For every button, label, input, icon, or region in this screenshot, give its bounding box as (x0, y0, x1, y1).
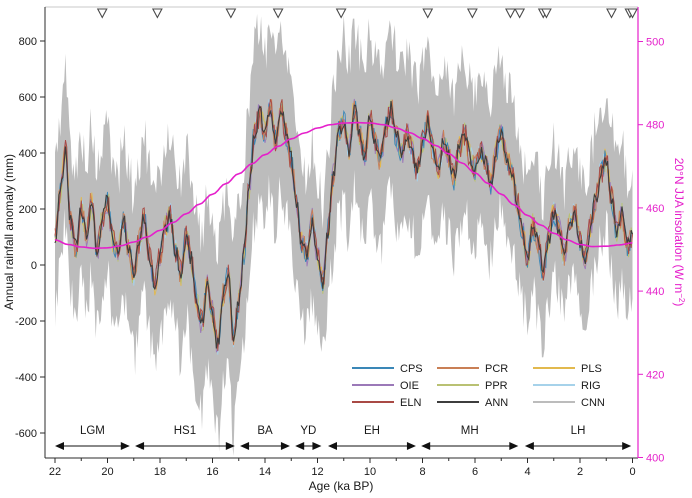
date-markers (96, 8, 638, 19)
triangle-down-marker-icon (151, 8, 163, 19)
legend: CPS OIE ELN PCR PPR ANN PLS RIG CNN (352, 363, 605, 409)
y-right-axis-title: 20°N JJA insolation (W m−2) (672, 158, 686, 307)
triangle-down-marker-icon (272, 8, 284, 19)
triangle-down-marker-icon (514, 8, 526, 19)
x-tick-label: 12 (311, 466, 323, 478)
y-right-tick-label: 460 (646, 203, 664, 215)
legend-label-ppr: PPR (485, 380, 508, 392)
x-tick-label: 4 (524, 466, 530, 478)
x-tick-label: 16 (206, 466, 218, 478)
y-left-tick-label: 200 (19, 204, 37, 216)
x-tick-label: 6 (472, 466, 478, 478)
period-label-lgm: LGM (80, 425, 105, 437)
x-tick-label: 10 (364, 466, 376, 478)
period-label-lh: LH (571, 425, 586, 437)
y-left-axis-title: Annual rainfall anomaly (mm) (2, 154, 16, 310)
legend-label-pls: PLS (581, 363, 602, 375)
x-tick-label: 0 (629, 466, 635, 478)
y-left-tick-label: 600 (19, 92, 37, 104)
triangle-down-marker-icon (96, 8, 108, 19)
triangle-down-marker-icon (606, 8, 617, 19)
y-left-tick-label: -200 (15, 316, 37, 328)
series-pcr (54, 99, 633, 346)
triangle-down-marker-icon (225, 8, 237, 19)
x-tick-label: 8 (419, 466, 425, 478)
legend-label-oie: OIE (400, 380, 419, 392)
x-tick-label: 2 (577, 466, 583, 478)
x-tick-label: 14 (259, 466, 271, 478)
triangle-down-marker-icon (627, 8, 638, 19)
insolation-line (54, 121, 633, 250)
period-label-yd: YD (300, 425, 316, 437)
period-label-mh: MH (461, 425, 479, 437)
y-left-tick-label: 0 (31, 260, 37, 272)
legend-label-cps: CPS (400, 363, 423, 375)
period-label-hs1: HS1 (174, 425, 196, 437)
y-left-tick-label: -600 (15, 428, 37, 440)
x-tick-label: 20 (101, 466, 113, 478)
triangle-down-marker-icon (335, 8, 347, 19)
plot-area (54, 13, 634, 457)
triangle-down-marker-icon (422, 8, 434, 19)
legend-label-pcr: PCR (485, 363, 508, 375)
uncertainty-band-cnn (55, 13, 633, 457)
legend-label-eln: ELN (400, 397, 421, 409)
triangle-down-marker-icon (466, 8, 478, 19)
y-right-tick-label: 440 (646, 286, 664, 298)
x-axis-title: Age (ka BP) (309, 479, 374, 493)
y-left-tick-label: 800 (19, 36, 37, 48)
legend-label-cnn: CNN (581, 397, 605, 409)
y-left-tick-label: -400 (15, 372, 37, 384)
series-ann (54, 101, 634, 349)
y-right-tick-label: 400 (646, 453, 664, 465)
triangle-down-marker-icon (540, 8, 552, 19)
period-label-eh: EH (364, 425, 380, 437)
period-label-ba: BA (257, 425, 273, 437)
y-right-tick-label: 500 (646, 37, 664, 49)
x-tick-label: 18 (154, 466, 166, 478)
legend-label-rig: RIG (581, 380, 601, 392)
x-tick-label: 22 (49, 466, 61, 478)
triangle-down-marker-icon (505, 8, 516, 19)
period-annotations: LGM HS1 BA YD EH MH LH (55, 425, 632, 450)
y-right-tick-label: 480 (646, 120, 664, 132)
legend-label-ann: ANN (485, 397, 508, 409)
y-right-tick-label: 420 (646, 369, 664, 381)
y-left-tick-label: 400 (19, 148, 37, 160)
